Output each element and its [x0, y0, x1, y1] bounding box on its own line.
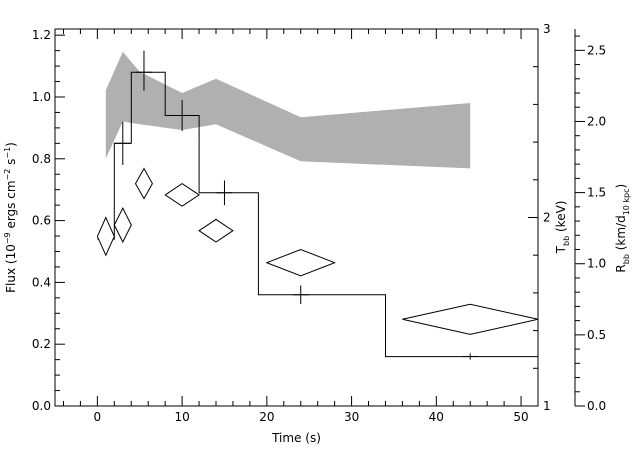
- tbb-diamond: [265, 248, 336, 277]
- rbb-band: [105, 51, 471, 169]
- tbb-axis-label: Tbb (keV): [554, 201, 571, 255]
- x-tick-label: 10: [174, 410, 189, 424]
- rbb-tick-label: 2.5: [587, 43, 606, 57]
- tbb-diamond-layer: [96, 167, 539, 335]
- tbb-diamond: [402, 303, 539, 335]
- rbb-tick-label: 2.0: [587, 114, 606, 128]
- tbb-tick-label: 3: [543, 22, 551, 36]
- flux-axis-label: Flux (10−9 ergs cm−2 s−1): [3, 142, 18, 293]
- flux-tick-label: 0.0: [32, 399, 51, 413]
- flux-errorbar-layer: [97, 50, 479, 360]
- x-tick-label: 40: [429, 410, 444, 424]
- flux-errorbar: [462, 353, 479, 360]
- x-tick-label: 0: [94, 410, 102, 424]
- x-tick-label: 20: [259, 410, 274, 424]
- rbb-tick-label: 0.5: [587, 328, 606, 342]
- rbb-axis-label: Rbb (km/d10 kpc): [614, 184, 631, 273]
- flux-errorbar: [174, 100, 191, 131]
- tbb-diamond: [198, 218, 234, 243]
- x-tick-label: 50: [513, 410, 528, 424]
- x-tick-label: 30: [344, 410, 359, 424]
- tbb-diamond: [96, 216, 115, 257]
- flux-errorbar: [216, 180, 233, 206]
- tbb-diamond: [164, 182, 201, 207]
- rbb-tick-label: 0.0: [587, 399, 606, 413]
- flux-tick-label: 1.0: [32, 90, 51, 104]
- tbb-tick-label: 1: [543, 399, 551, 413]
- flux-tick-label: 0.4: [32, 275, 51, 289]
- flux-errorbar: [114, 121, 131, 165]
- flux-errorbar: [292, 285, 309, 305]
- flux-tick-label: 0.2: [32, 337, 51, 351]
- tbb-diamond: [113, 206, 132, 244]
- tbb-diamond: [134, 167, 153, 200]
- flux-errorbar: [135, 50, 152, 91]
- axes-layer: 0 10 20 30 40 50 0.0 0.2 0.4 0.6 0.8 1.0 1.2 1 2 3 0.0 0.…: [32, 22, 606, 424]
- rbb-tick-label: 1.0: [587, 257, 606, 271]
- rbb-band-layer: [105, 51, 471, 169]
- flux-tick-label: 0.6: [32, 214, 51, 228]
- x-axis-label: Time (s): [271, 431, 321, 445]
- flux-tick-label: 1.2: [32, 28, 51, 42]
- tbb-tick-label: 2: [543, 211, 551, 225]
- flux-tick-label: 0.8: [32, 152, 51, 166]
- rbb-tick-label: 1.5: [587, 186, 606, 200]
